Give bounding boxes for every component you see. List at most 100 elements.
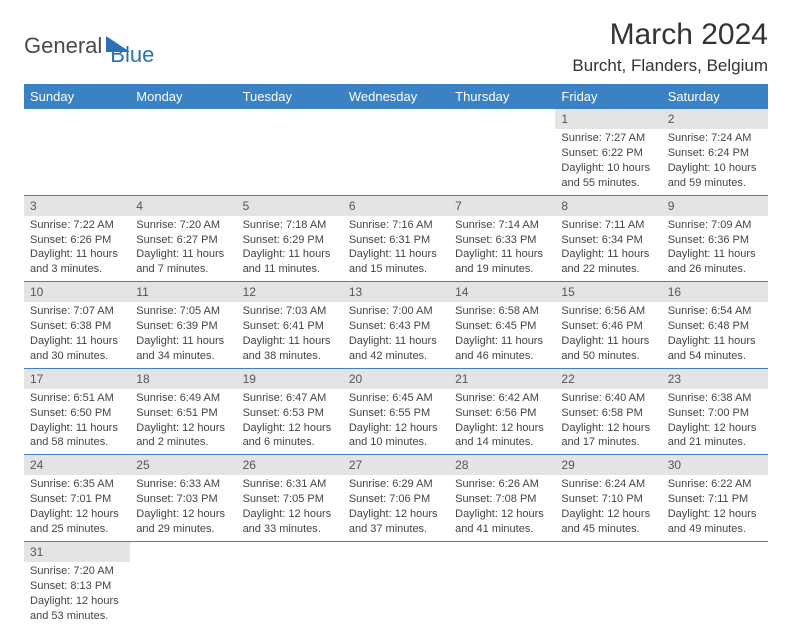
sunrise-text: Sunrise: 7:18 AM [243, 218, 337, 233]
calendar-day-cell: 26Sunrise: 6:31 AMSunset: 7:05 PMDayligh… [237, 455, 343, 542]
day-number: 28 [449, 455, 555, 475]
day-details: Sunrise: 7:09 AMSunset: 6:36 PMDaylight:… [662, 216, 768, 281]
calendar-day-cell: 22Sunrise: 6:40 AMSunset: 6:58 PMDayligh… [555, 368, 661, 455]
daylight-text: Daylight: 12 hours and 17 minutes. [561, 421, 655, 451]
calendar-week-row: 31Sunrise: 7:20 AMSunset: 8:13 PMDayligh… [24, 541, 768, 627]
sunrise-text: Sunrise: 6:40 AM [561, 391, 655, 406]
sunset-text: Sunset: 7:03 PM [136, 492, 230, 507]
calendar-day-cell: 27Sunrise: 6:29 AMSunset: 7:06 PMDayligh… [343, 455, 449, 542]
calendar-day-cell: 17Sunrise: 6:51 AMSunset: 6:50 PMDayligh… [24, 368, 130, 455]
calendar-day-cell [555, 541, 661, 627]
weekday-friday: Friday [555, 84, 661, 109]
day-number: 30 [662, 455, 768, 475]
day-details: Sunrise: 6:51 AMSunset: 6:50 PMDaylight:… [24, 389, 130, 454]
sunrise-text: Sunrise: 6:51 AM [30, 391, 124, 406]
daylight-text: Daylight: 12 hours and 33 minutes. [243, 507, 337, 537]
daylight-text: Daylight: 11 hours and 34 minutes. [136, 334, 230, 364]
calendar-day-cell [24, 109, 130, 195]
daylight-text: Daylight: 12 hours and 2 minutes. [136, 421, 230, 451]
sunrise-text: Sunrise: 6:26 AM [455, 477, 549, 492]
sunset-text: Sunset: 7:00 PM [668, 406, 762, 421]
sunrise-text: Sunrise: 7:07 AM [30, 304, 124, 319]
daylight-text: Daylight: 11 hours and 15 minutes. [349, 247, 443, 277]
day-number: 19 [237, 369, 343, 389]
daylight-text: Daylight: 10 hours and 59 minutes. [668, 161, 762, 191]
sunrise-text: Sunrise: 6:49 AM [136, 391, 230, 406]
calendar-week-row: 3Sunrise: 7:22 AMSunset: 6:26 PMDaylight… [24, 195, 768, 282]
day-number: 29 [555, 455, 661, 475]
calendar-day-cell [343, 541, 449, 627]
day-number: 31 [24, 542, 130, 562]
day-number: 8 [555, 196, 661, 216]
day-number: 5 [237, 196, 343, 216]
sunrise-text: Sunrise: 6:29 AM [349, 477, 443, 492]
location: Burcht, Flanders, Belgium [572, 56, 768, 76]
sunset-text: Sunset: 6:58 PM [561, 406, 655, 421]
calendar-day-cell: 4Sunrise: 7:20 AMSunset: 6:27 PMDaylight… [130, 195, 236, 282]
sunrise-text: Sunrise: 6:22 AM [668, 477, 762, 492]
day-number: 14 [449, 282, 555, 302]
sunrise-text: Sunrise: 7:03 AM [243, 304, 337, 319]
calendar-day-cell: 28Sunrise: 6:26 AMSunset: 7:08 PMDayligh… [449, 455, 555, 542]
sunset-text: Sunset: 6:43 PM [349, 319, 443, 334]
sunrise-text: Sunrise: 7:24 AM [668, 131, 762, 146]
sunrise-text: Sunrise: 7:05 AM [136, 304, 230, 319]
calendar-day-cell: 19Sunrise: 6:47 AMSunset: 6:53 PMDayligh… [237, 368, 343, 455]
day-details: Sunrise: 6:31 AMSunset: 7:05 PMDaylight:… [237, 475, 343, 540]
sunset-text: Sunset: 6:48 PM [668, 319, 762, 334]
calendar-day-cell [449, 541, 555, 627]
day-details: Sunrise: 6:40 AMSunset: 6:58 PMDaylight:… [555, 389, 661, 454]
day-number: 13 [343, 282, 449, 302]
weekday-monday: Monday [130, 84, 236, 109]
day-details: Sunrise: 7:05 AMSunset: 6:39 PMDaylight:… [130, 302, 236, 367]
day-number: 25 [130, 455, 236, 475]
sunrise-text: Sunrise: 6:42 AM [455, 391, 549, 406]
calendar-day-cell: 6Sunrise: 7:16 AMSunset: 6:31 PMDaylight… [343, 195, 449, 282]
calendar-day-cell: 2Sunrise: 7:24 AMSunset: 6:24 PMDaylight… [662, 109, 768, 195]
sunrise-text: Sunrise: 7:22 AM [30, 218, 124, 233]
daylight-text: Daylight: 12 hours and 25 minutes. [30, 507, 124, 537]
daylight-text: Daylight: 11 hours and 54 minutes. [668, 334, 762, 364]
sunrise-text: Sunrise: 7:20 AM [30, 564, 124, 579]
daylight-text: Daylight: 11 hours and 58 minutes. [30, 421, 124, 451]
sunrise-text: Sunrise: 6:45 AM [349, 391, 443, 406]
calendar-day-cell: 31Sunrise: 7:20 AMSunset: 8:13 PMDayligh… [24, 541, 130, 627]
day-number: 9 [662, 196, 768, 216]
calendar-day-cell: 24Sunrise: 6:35 AMSunset: 7:01 PMDayligh… [24, 455, 130, 542]
calendar-day-cell: 14Sunrise: 6:58 AMSunset: 6:45 PMDayligh… [449, 282, 555, 369]
sunset-text: Sunset: 6:45 PM [455, 319, 549, 334]
sunset-text: Sunset: 7:10 PM [561, 492, 655, 507]
day-details: Sunrise: 7:27 AMSunset: 6:22 PMDaylight:… [555, 129, 661, 194]
sunset-text: Sunset: 6:27 PM [136, 233, 230, 248]
weekday-sunday: Sunday [24, 84, 130, 109]
sunset-text: Sunset: 7:01 PM [30, 492, 124, 507]
calendar-day-cell: 18Sunrise: 6:49 AMSunset: 6:51 PMDayligh… [130, 368, 236, 455]
sunset-text: Sunset: 6:22 PM [561, 146, 655, 161]
day-number: 26 [237, 455, 343, 475]
sunset-text: Sunset: 7:05 PM [243, 492, 337, 507]
weekday-wednesday: Wednesday [343, 84, 449, 109]
daylight-text: Daylight: 12 hours and 37 minutes. [349, 507, 443, 537]
calendar-day-cell: 21Sunrise: 6:42 AMSunset: 6:56 PMDayligh… [449, 368, 555, 455]
sunset-text: Sunset: 6:38 PM [30, 319, 124, 334]
day-number: 23 [662, 369, 768, 389]
daylight-text: Daylight: 12 hours and 49 minutes. [668, 507, 762, 537]
sunset-text: Sunset: 6:36 PM [668, 233, 762, 248]
weekday-header-row: Sunday Monday Tuesday Wednesday Thursday… [24, 84, 768, 109]
calendar-day-cell: 30Sunrise: 6:22 AMSunset: 7:11 PMDayligh… [662, 455, 768, 542]
daylight-text: Daylight: 12 hours and 41 minutes. [455, 507, 549, 537]
day-number: 11 [130, 282, 236, 302]
sunset-text: Sunset: 8:13 PM [30, 579, 124, 594]
sunset-text: Sunset: 6:55 PM [349, 406, 443, 421]
calendar-day-cell: 12Sunrise: 7:03 AMSunset: 6:41 PMDayligh… [237, 282, 343, 369]
daylight-text: Daylight: 11 hours and 50 minutes. [561, 334, 655, 364]
day-details: Sunrise: 6:45 AMSunset: 6:55 PMDaylight:… [343, 389, 449, 454]
calendar-day-cell [662, 541, 768, 627]
sunrise-text: Sunrise: 6:35 AM [30, 477, 124, 492]
day-number: 20 [343, 369, 449, 389]
day-details: Sunrise: 7:20 AMSunset: 6:27 PMDaylight:… [130, 216, 236, 281]
sunrise-text: Sunrise: 7:20 AM [136, 218, 230, 233]
daylight-text: Daylight: 12 hours and 10 minutes. [349, 421, 443, 451]
day-details: Sunrise: 6:54 AMSunset: 6:48 PMDaylight:… [662, 302, 768, 367]
sunset-text: Sunset: 6:31 PM [349, 233, 443, 248]
